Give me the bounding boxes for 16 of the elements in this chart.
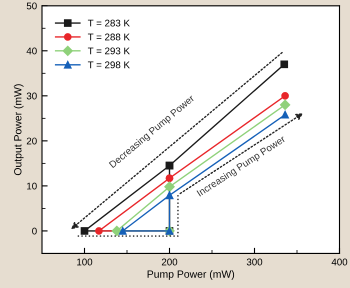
y-tick-label: 10 (27, 182, 37, 190)
legend-label: T = 298 K (88, 61, 130, 68)
legend-label: T = 283 K (88, 20, 130, 27)
y-tick-label: 0 (32, 228, 37, 235)
y-tick-label: 50 (26, 2, 37, 10)
x-axis-title: Pump Power (mW) (148, 270, 234, 280)
y-tick-label: 40 (26, 48, 37, 54)
legend-label: T = 293 K (88, 47, 130, 54)
y-tick-label: 30 (26, 92, 37, 100)
y-axis-title: Output Power (mW) (14, 84, 24, 176)
x-tick-label: 300 (246, 258, 262, 266)
y-tick-label: 20 (26, 138, 37, 144)
x-tick-label: 400 (332, 258, 348, 266)
x-tick-label: 100 (77, 258, 92, 266)
legend-label: T = 288 K (88, 34, 130, 40)
x-tick-label: 200 (162, 258, 178, 266)
